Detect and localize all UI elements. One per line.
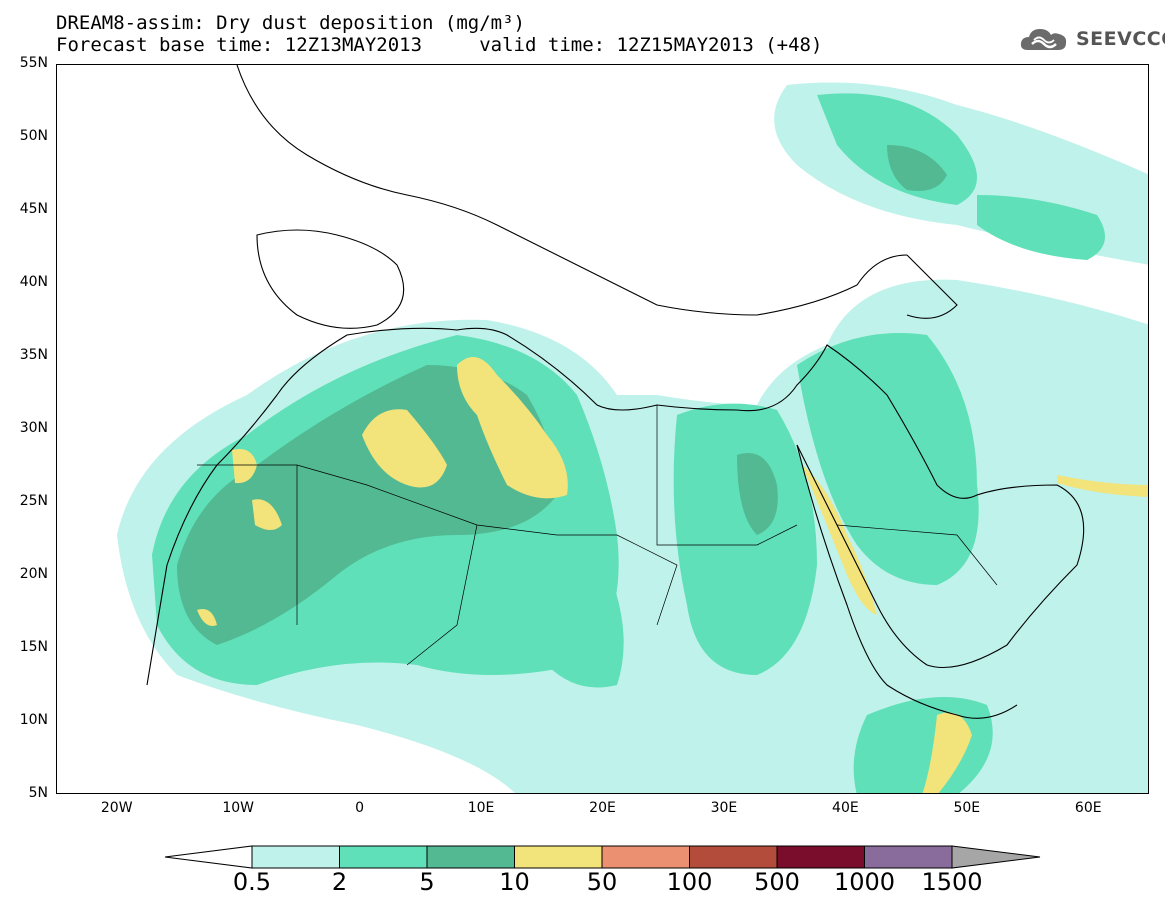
colorbar-label: 50	[586, 868, 618, 896]
colorbar-label: 1000	[833, 868, 896, 896]
lat-tick-label: 30N	[19, 420, 48, 436]
colorbar-over-arrow	[951, 845, 1041, 869]
lon-tick-label: 30E	[710, 800, 738, 816]
colorbar-label: 1500	[921, 868, 983, 896]
lat-tick-label: 10N	[19, 712, 48, 728]
lat-tick-label: 5N	[28, 785, 48, 801]
lat-tick-label: 50N	[19, 128, 48, 144]
seevccc-logo: SEEVCCC	[1018, 24, 1165, 54]
colorbar	[164, 845, 1041, 869]
lon-tick-label: 20E	[589, 800, 616, 816]
lat-tick-label: 40N	[19, 274, 48, 290]
lon-tick-label: 0	[355, 800, 365, 816]
dust-deposition-map	[117, 65, 1148, 793]
colorbar-under-arrow	[164, 845, 253, 869]
lon-tick-label: 60E	[1074, 800, 1102, 816]
colorbar-segment	[864, 845, 953, 869]
colorbar-segment	[339, 845, 428, 869]
colorbar-label: 2	[331, 868, 348, 896]
colorbar-segment	[514, 845, 603, 869]
lon-tick-label: 10W	[222, 800, 254, 816]
colorbar-label: 0.5	[232, 868, 272, 896]
country-borders	[197, 405, 998, 666]
map-subtitle: Forecast base time: 12Z13MAY2013 valid t…	[56, 34, 823, 56]
map-area[interactable]	[56, 64, 1149, 794]
deposition-layer-5	[177, 145, 947, 645]
map-title: DREAM8-assim: Dry dust deposition (mg/m³…	[56, 12, 525, 34]
lat-tick-label: 55N	[19, 55, 48, 71]
logo-text: SEEVCCC	[1076, 28, 1165, 50]
colorbar-segment	[689, 845, 778, 869]
colorbar-segment	[776, 845, 865, 869]
lat-tick-label: 35N	[19, 347, 48, 363]
colorbar-label: 10	[499, 868, 530, 896]
cloud-logo-icon	[1020, 29, 1067, 50]
deposition-layer-10	[197, 357, 1148, 793]
lat-tick-label: 20N	[19, 566, 48, 582]
colorbar-label: 100	[666, 868, 713, 896]
lon-tick-label: 10E	[467, 800, 495, 816]
colorbar-segment	[251, 845, 340, 869]
lon-tick-label: 20W	[100, 800, 133, 816]
lat-tick-label: 45N	[19, 201, 48, 217]
lon-tick-label: 50E	[953, 800, 981, 816]
lon-tick-label: 40E	[832, 800, 859, 816]
colorbar-segment	[601, 845, 690, 869]
colorbar-label: 500	[754, 868, 800, 896]
coastlines	[146, 65, 1085, 719]
lat-tick-label: 15N	[19, 639, 48, 655]
lat-tick-label: 25N	[19, 493, 48, 509]
colorbar-segment	[426, 845, 515, 869]
colorbar-label: 5	[419, 868, 435, 896]
